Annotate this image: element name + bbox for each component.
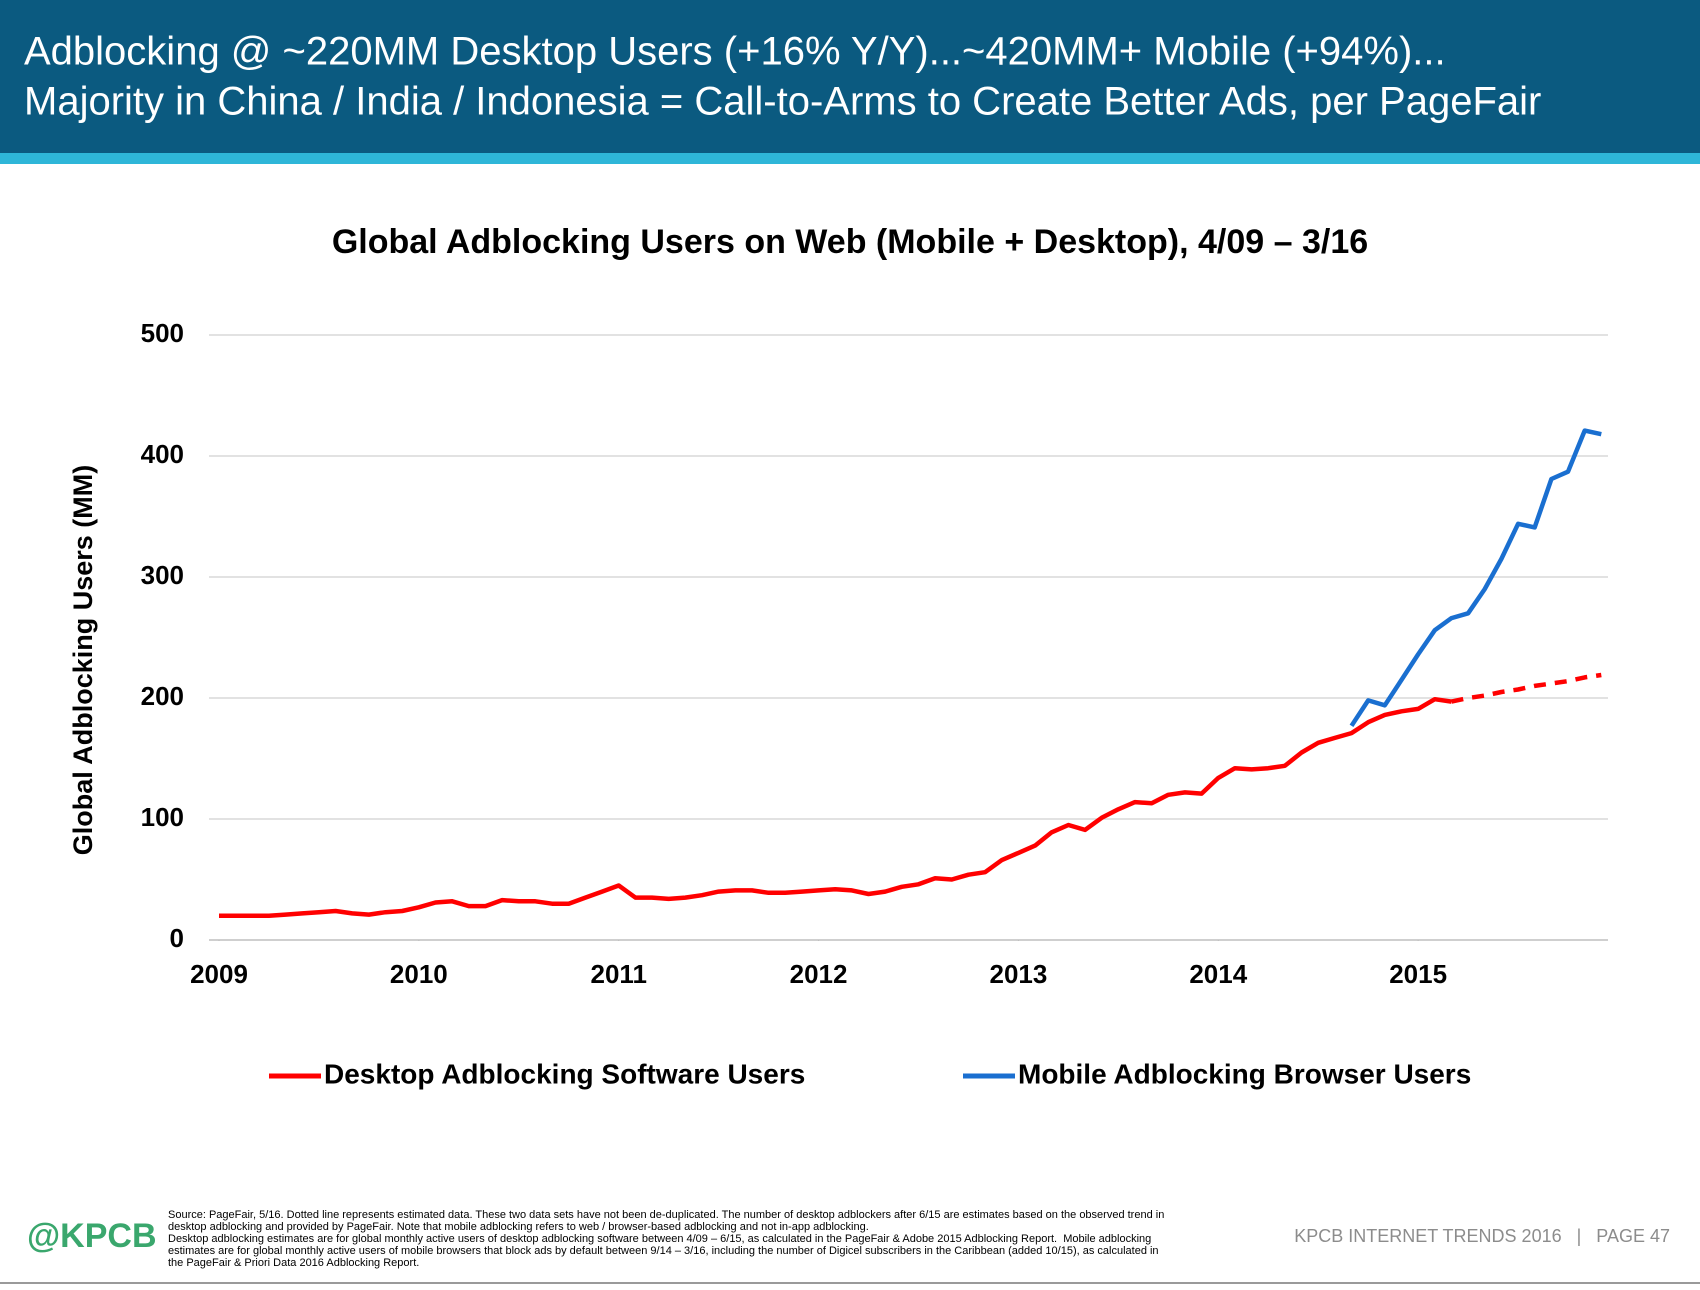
legend-label: Desktop Adblocking Software Users: [324, 1058, 805, 1089]
x-tick-label: 2012: [790, 959, 848, 989]
y-tick-label: 300: [141, 560, 184, 590]
y-tick-label: 0: [170, 923, 184, 953]
legend-label: Mobile Adblocking Browser Users: [1018, 1058, 1471, 1089]
source-line: the PageFair & Priori Data 2016 Adblocki…: [168, 1257, 419, 1269]
plot: 0 100 200 300 400 500 2009 2010 2011 2012 2013 2014…: [141, 318, 1608, 989]
x-tick-label: 2014: [1189, 959, 1247, 989]
header-band: [0, 0, 1700, 153]
series-line: [1349, 428, 1602, 728]
chart-title: Global Adblocking Users on Web (Mobile +…: [332, 223, 1368, 261]
header-stripe: [0, 153, 1700, 164]
y-axis-title: Global Adblocking Users (MM): [68, 465, 98, 856]
slide-title: Majority in China / India / Indonesia = …: [24, 80, 1541, 124]
y-tick-label: 200: [141, 681, 184, 711]
source-line: Source: PageFair, 5/16. Dotted line repr…: [168, 1209, 1164, 1221]
source-line: desktop adblocking and provided by PageF…: [168, 1221, 869, 1233]
x-tick-label: 2011: [591, 959, 647, 989]
y-tick-label: 400: [141, 439, 184, 469]
source-line: estimates are for global monthly active …: [168, 1245, 1159, 1257]
y-tick-label: 100: [141, 802, 184, 832]
x-tick-label: 2010: [390, 959, 448, 989]
y-tick-label: 500: [141, 318, 184, 348]
x-tick-label: 2009: [190, 959, 248, 989]
source-line: Desktop adblocking estimates are for glo…: [168, 1233, 1151, 1245]
page-label: KPCB INTERNET TRENDS 2016 | PAGE 47: [1294, 1226, 1670, 1246]
legend: Desktop Adblocking Software Users Mobile …: [269, 1058, 1471, 1089]
x-tick-label: 2015: [1389, 959, 1447, 989]
x-tick-label: 2013: [989, 959, 1047, 989]
slide-title: Adblocking @ ~220MM Desktop Users (+16% …: [24, 30, 1446, 74]
series-line-estimated: [1451, 672, 1602, 704]
logo: @KPCB: [27, 1217, 157, 1255]
source-note: Source: PageFair, 5/16. Dotted line repr…: [168, 1209, 1164, 1269]
series-line: [219, 696, 1452, 919]
